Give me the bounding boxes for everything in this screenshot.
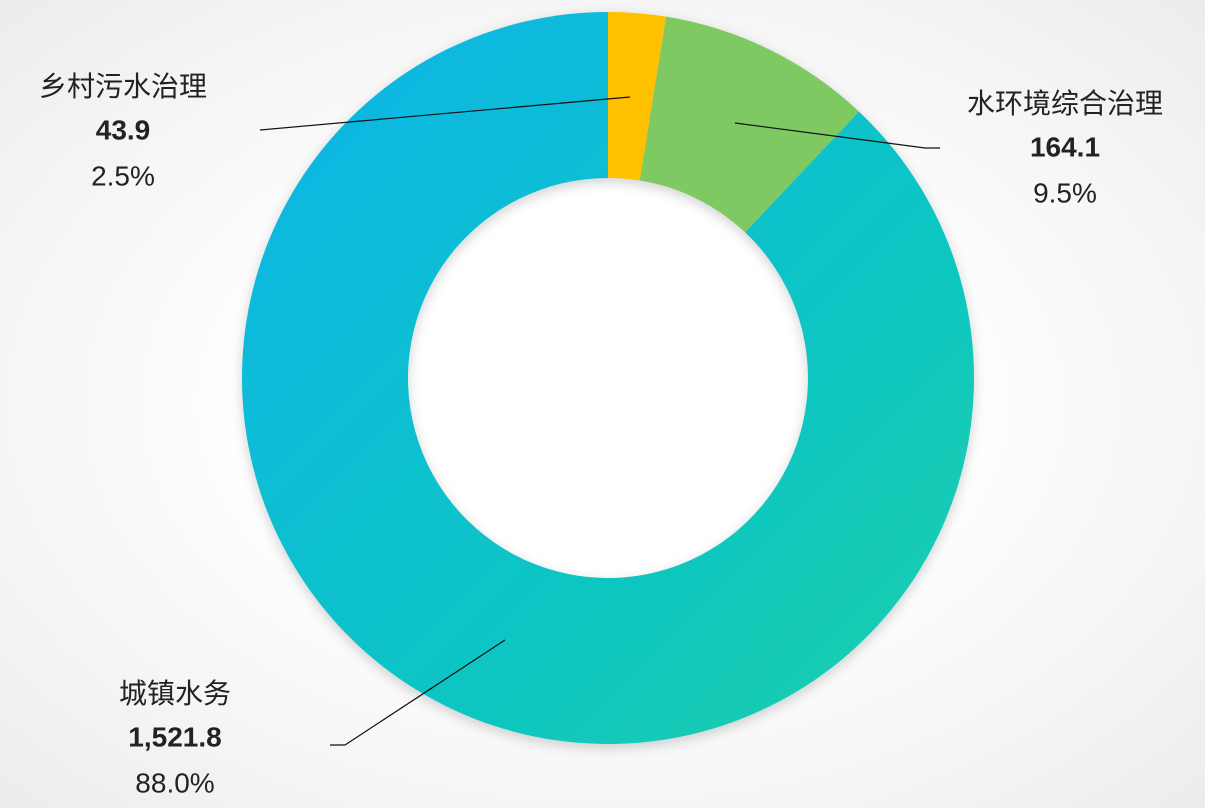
- category-label: 乡村污水治理: [39, 70, 207, 103]
- percent-label: 9.5%: [1033, 177, 1097, 208]
- value-label: 43.9: [96, 114, 151, 145]
- leader-line: [259, 96, 631, 131]
- slice: [241, 12, 974, 744]
- percent-label: 2.5%: [91, 160, 155, 191]
- percent-label: 88.0%: [135, 767, 214, 798]
- category-label: 水环境综合治理: [967, 87, 1163, 120]
- category-label: 城镇水务: [119, 677, 231, 710]
- leader-line: [330, 639, 506, 746]
- value-label: 164.1: [1030, 131, 1100, 162]
- slice: [608, 12, 667, 181]
- value-label: 1,521.8: [128, 721, 221, 752]
- leader-line: [734, 122, 940, 149]
